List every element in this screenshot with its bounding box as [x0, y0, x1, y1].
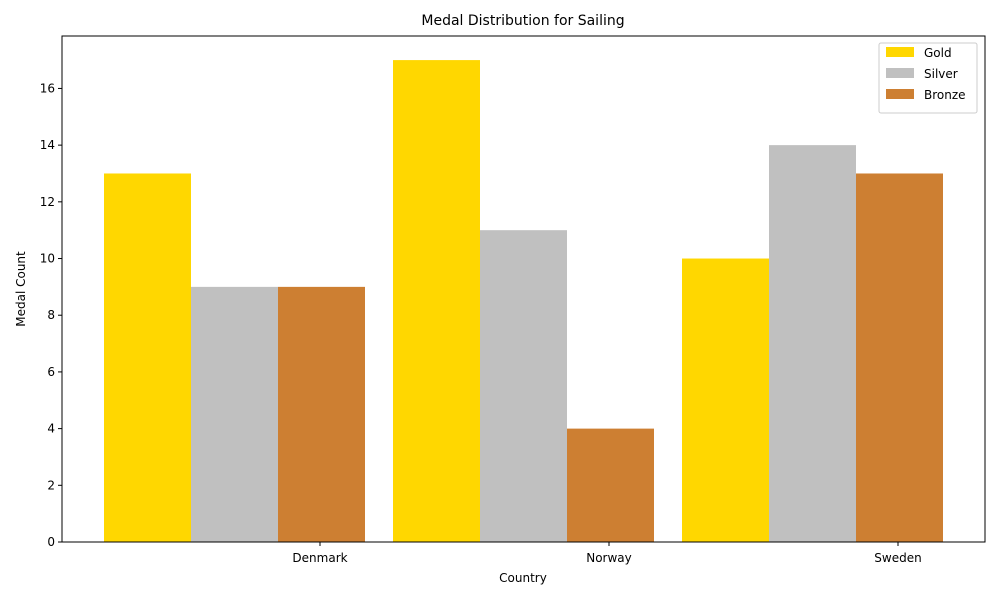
x-axis-label: Country: [499, 571, 547, 585]
legend: Gold Silver Bronze: [878, 42, 978, 114]
bar-gold-sweden: [682, 258, 769, 542]
bar-gold-norway: [393, 60, 480, 542]
legend-swatch-gold: [886, 47, 914, 57]
legend-label-silver: Silver: [924, 67, 958, 81]
bar-silver-norway: [480, 230, 567, 543]
legend-label-gold: Gold: [924, 46, 952, 60]
legend-swatch-bronze: [886, 89, 914, 99]
bars-group: [104, 60, 943, 543]
y-tick-label: 0: [47, 535, 55, 549]
y-tick-label: 6: [47, 365, 55, 379]
y-axis-label: Medal Count: [14, 251, 28, 327]
bar-bronze-sweden: [856, 173, 943, 542]
y-tick-label: 10: [40, 252, 55, 266]
bar-silver-sweden: [769, 145, 856, 542]
y-axis: 0 2 4 6 8 10 12 14 16: [40, 81, 62, 549]
x-tick-label-sweden: Sweden: [874, 551, 921, 565]
y-tick-label: 14: [40, 138, 55, 152]
bar-gold-denmark: [104, 173, 191, 542]
y-tick-label: 8: [47, 308, 55, 322]
bar-silver-denmark: [191, 286, 278, 542]
chart-title: Medal Distribution for Sailing: [421, 13, 624, 29]
x-tick-label-norway: Norway: [586, 551, 632, 565]
bar-bronze-denmark: [278, 286, 365, 542]
y-tick-label: 4: [47, 422, 55, 436]
x-axis: Denmark Norway Sweden: [292, 542, 922, 565]
y-tick-label: 16: [40, 81, 55, 95]
x-tick-label-denmark: Denmark: [292, 551, 347, 565]
legend-swatch-silver: [886, 68, 914, 78]
plot-frame: [61, 35, 986, 543]
bar-bronze-norway: [567, 428, 654, 542]
legend-label-bronze: Bronze: [924, 88, 966, 102]
y-tick-label: 12: [40, 195, 55, 209]
y-tick-label: 2: [47, 478, 55, 492]
